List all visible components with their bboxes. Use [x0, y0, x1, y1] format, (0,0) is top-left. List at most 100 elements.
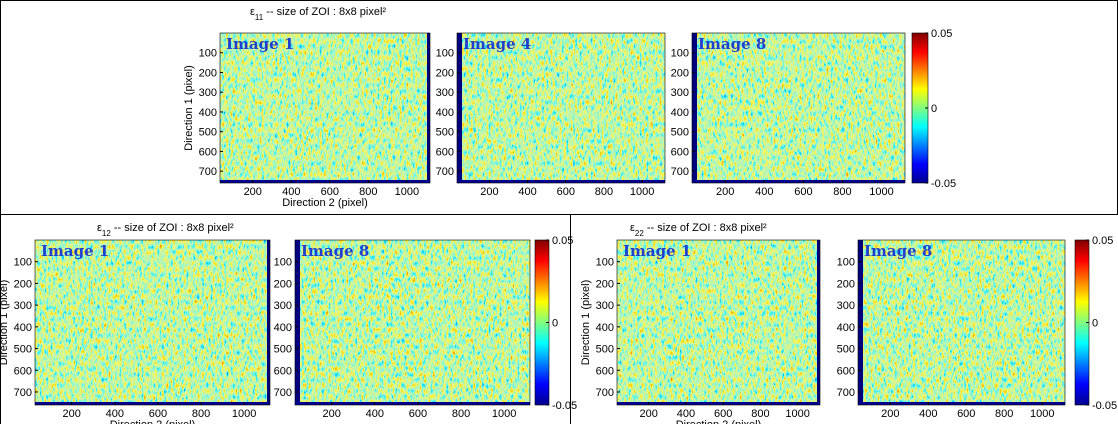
y-tick-label: 600 [671, 146, 689, 158]
y-tick-label: 100 [14, 257, 32, 269]
colorbar-tick-label: 0.05 [552, 235, 573, 247]
y-tick-label: 700 [199, 166, 217, 178]
y-tick-label: 200 [671, 67, 689, 79]
y-tick-label: 400 [274, 322, 292, 334]
x-tick-label: 400 [106, 408, 124, 420]
y-tick-label: 700 [671, 166, 689, 178]
y-tick-label: 500 [671, 127, 689, 139]
map-frame [294, 239, 531, 406]
y-tick-label: 400 [14, 322, 32, 334]
y-tick-label: 300 [274, 300, 292, 312]
map-edge [617, 402, 820, 405]
x-tick-label: 200 [244, 186, 262, 198]
title-text: -- size of ZOI : 8x8 pixel² [263, 6, 386, 18]
y-tick-label: 700 [837, 387, 855, 399]
map-edge [295, 240, 300, 405]
x-tick-label: 800 [595, 186, 613, 198]
x-tick-label: 200 [639, 408, 657, 420]
x-tick-label: 200 [322, 408, 340, 420]
map-edge [457, 33, 462, 183]
y-tick-label: 200 [199, 67, 217, 79]
x-tick-label: 600 [149, 408, 167, 420]
image-label: Image 1 [41, 242, 109, 260]
map-edge [457, 180, 665, 183]
y-tick-label: 200 [596, 278, 614, 290]
strain-subscript: 11 [255, 13, 264, 22]
strain-subscript: 22 [635, 229, 644, 238]
y-tick-label: 300 [199, 87, 217, 99]
y-tick-label: 100 [837, 257, 855, 269]
map-frame [456, 32, 666, 184]
y-tick-label: 300 [671, 87, 689, 99]
x-tick-label: 600 [557, 186, 575, 198]
x-tick-label: 400 [755, 186, 773, 198]
map-frame [857, 239, 1066, 406]
y-tick-label: 200 [837, 278, 855, 290]
map-frame [34, 239, 271, 406]
x-axis-label: Direction 2 (pixel) [110, 419, 196, 424]
y-tick-label: 300 [436, 87, 454, 99]
x-tick-label: 800 [833, 186, 851, 198]
y-tick-label: 700 [14, 387, 32, 399]
x-tick-label: 800 [751, 408, 769, 420]
y-tick-label: 100 [274, 257, 292, 269]
x-tick-label: 1000 [492, 408, 516, 420]
x-tick-label: 600 [794, 186, 812, 198]
y-tick-label: 400 [671, 107, 689, 119]
image-label: Image 8 [301, 242, 369, 260]
x-tick-label: 1000 [630, 186, 654, 198]
colorbar-tick-label: 0.05 [1092, 235, 1113, 247]
map-frame [219, 32, 431, 184]
y-axis-label: Direction 1 (pixel) [580, 280, 592, 366]
colorbar-tick-label: -0.05 [1092, 400, 1117, 412]
y-tick-label: 400 [436, 107, 454, 119]
x-tick-label: 800 [192, 408, 210, 420]
x-tick-label: 600 [409, 408, 427, 420]
x-tick-label: 1000 [1030, 408, 1054, 420]
x-tick-label: 200 [480, 186, 498, 198]
x-tick-label: 400 [282, 186, 300, 198]
strain-symbol: ε [250, 6, 255, 18]
x-tick-label: 800 [995, 408, 1013, 420]
map-edge [35, 402, 270, 405]
x-tick-label: 200 [716, 186, 734, 198]
map-edge [267, 240, 270, 405]
y-tick-label: 600 [596, 365, 614, 377]
x-tick-label: 600 [957, 408, 975, 420]
image-label: Image 4 [463, 35, 531, 53]
x-tick-label: 1000 [395, 186, 419, 198]
y-tick-label: 300 [14, 300, 32, 312]
x-tick-label: 800 [359, 186, 377, 198]
colorbar-tick-label: 0.05 [931, 28, 952, 40]
x-tick-label: 1000 [785, 408, 809, 420]
y-tick-label: 500 [837, 344, 855, 356]
y-tick-label: 100 [596, 257, 614, 269]
map-edge [858, 402, 1065, 405]
y-axis-label: Direction 1 (pixel) [183, 65, 195, 151]
map-edge [858, 240, 863, 405]
image-label: Image 1 [623, 242, 691, 260]
map-edge [295, 402, 530, 405]
y-tick-label: 200 [274, 278, 292, 290]
map-edge [692, 33, 697, 183]
x-tick-label: 400 [366, 408, 384, 420]
panel-title: ε12 -- size of ZOI : 8x8 pixel² [97, 222, 234, 238]
y-axis-label: Direction 1 (pixel) [0, 280, 10, 366]
y-tick-label: 400 [837, 322, 855, 334]
strain-map [457, 33, 665, 183]
x-tick-label: 400 [518, 186, 536, 198]
y-tick-label: 300 [837, 300, 855, 312]
colorbar-tick-label: 0 [931, 103, 937, 115]
strain-map [295, 240, 530, 405]
y-tick-label: 200 [436, 67, 454, 79]
strain-map [220, 33, 430, 183]
x-tick-label: 600 [714, 408, 732, 420]
y-tick-label: 600 [436, 146, 454, 158]
y-tick-label: 500 [14, 344, 32, 356]
y-tick-label: 600 [14, 365, 32, 377]
map-edge [817, 240, 820, 405]
y-tick-label: 700 [274, 387, 292, 399]
y-tick-label: 200 [14, 278, 32, 290]
y-tick-label: 500 [596, 344, 614, 356]
